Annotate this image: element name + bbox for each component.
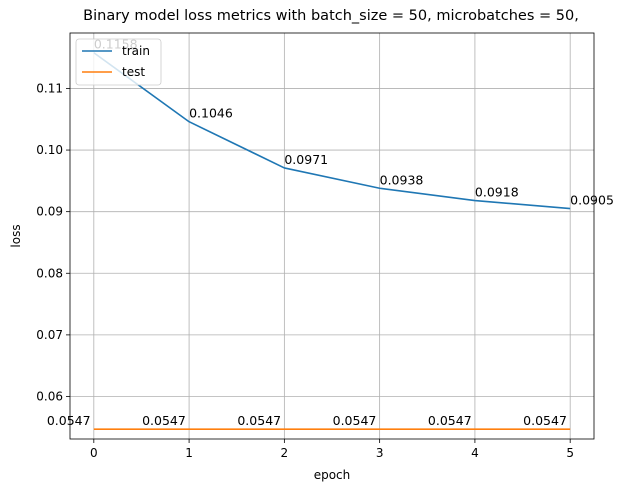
y-tick-label: 0.08 xyxy=(36,266,63,280)
data-label-train: 0.0938 xyxy=(380,172,424,187)
y-axis-label: loss xyxy=(9,224,23,247)
x-tick-label: 2 xyxy=(281,446,289,460)
data-label-train: 0.0905 xyxy=(570,193,614,208)
legend-label-test: test xyxy=(122,65,145,79)
x-tick-label: 5 xyxy=(566,446,574,460)
data-label-train: 0.1046 xyxy=(189,106,233,121)
y-tick-label: 0.09 xyxy=(36,205,63,219)
x-tick-label: 0 xyxy=(90,446,98,460)
data-label-train: 0.0918 xyxy=(475,185,519,200)
chart-title: Binary model loss metrics with batch_siz… xyxy=(83,8,579,24)
data-label-test: 0.0547 xyxy=(333,413,377,428)
x-axis-label: epoch xyxy=(314,468,351,482)
x-tick-label: 1 xyxy=(185,446,193,460)
x-tick-label: 3 xyxy=(376,446,384,460)
y-tick-label: 0.06 xyxy=(36,389,63,403)
data-label-test: 0.0547 xyxy=(142,413,186,428)
legend: train test xyxy=(76,39,161,85)
data-label-test: 0.0547 xyxy=(523,413,567,428)
data-label-train: 0.0971 xyxy=(284,152,328,167)
data-label-test: 0.0547 xyxy=(237,413,281,428)
x-tick-label: 4 xyxy=(471,446,479,460)
y-tick-label: 0.10 xyxy=(36,143,63,157)
data-label-test: 0.0547 xyxy=(47,413,91,428)
data-label-test: 0.0547 xyxy=(428,413,472,428)
y-tick-label: 0.11 xyxy=(36,81,63,95)
legend-label-train: train xyxy=(122,44,150,58)
y-tick-label: 0.07 xyxy=(36,328,63,342)
